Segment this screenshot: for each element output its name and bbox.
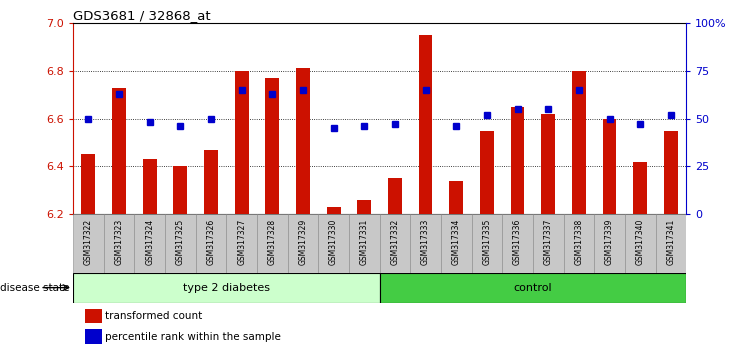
Bar [564, 214, 594, 273]
Text: GSM317332: GSM317332 [391, 219, 399, 265]
Bar [419, 35, 432, 214]
Bar [664, 131, 677, 214]
Bar [380, 214, 410, 273]
Text: GSM317331: GSM317331 [360, 219, 369, 265]
Bar [112, 87, 126, 214]
Text: GSM317323: GSM317323 [115, 219, 123, 265]
Bar [73, 273, 380, 303]
Text: GSM317322: GSM317322 [84, 219, 93, 265]
Text: type 2 diabetes: type 2 diabetes [182, 282, 270, 293]
Bar [480, 131, 493, 214]
Bar [634, 162, 647, 214]
Text: GSM317334: GSM317334 [452, 219, 461, 265]
Bar [318, 214, 349, 273]
Bar [380, 273, 686, 303]
Text: GSM317337: GSM317337 [544, 219, 553, 265]
Bar [542, 114, 555, 214]
Text: GSM317325: GSM317325 [176, 219, 185, 265]
Bar [594, 214, 625, 273]
Bar [502, 214, 533, 273]
Text: percentile rank within the sample: percentile rank within the sample [105, 332, 281, 342]
Bar [85, 329, 102, 344]
Bar [288, 214, 318, 273]
Bar [358, 200, 371, 214]
Bar [327, 207, 340, 214]
Text: GSM317340: GSM317340 [636, 219, 645, 265]
Bar [143, 159, 156, 214]
Bar [73, 214, 104, 273]
Bar [235, 71, 248, 214]
Bar [257, 214, 288, 273]
Text: GDS3681 / 32868_at: GDS3681 / 32868_at [73, 9, 211, 22]
Bar [511, 107, 524, 214]
Text: GSM317333: GSM317333 [421, 219, 430, 265]
Bar [226, 214, 257, 273]
Bar [603, 119, 616, 214]
Bar [388, 178, 402, 214]
Bar [204, 150, 218, 214]
Text: GSM317336: GSM317336 [513, 219, 522, 265]
Bar [572, 71, 585, 214]
Text: control: control [514, 282, 552, 293]
Text: GSM317326: GSM317326 [207, 219, 215, 265]
Bar [82, 154, 95, 214]
Text: transformed count: transformed count [105, 311, 202, 321]
Bar [85, 309, 102, 324]
Bar [196, 214, 226, 273]
Text: GSM317329: GSM317329 [299, 219, 307, 265]
Text: GSM317339: GSM317339 [605, 219, 614, 265]
Text: GSM317324: GSM317324 [145, 219, 154, 265]
Bar [349, 214, 380, 273]
Text: GSM317335: GSM317335 [483, 219, 491, 265]
Bar [296, 68, 310, 214]
Bar [410, 214, 441, 273]
Bar [174, 166, 187, 214]
Bar [134, 214, 165, 273]
Bar [165, 214, 196, 273]
Bar [472, 214, 502, 273]
Bar [441, 214, 472, 273]
Text: GSM317338: GSM317338 [575, 219, 583, 265]
Text: GSM317327: GSM317327 [237, 219, 246, 265]
Bar [625, 214, 656, 273]
Text: GSM317341: GSM317341 [666, 219, 675, 265]
Bar [533, 214, 564, 273]
Bar [656, 214, 686, 273]
Text: GSM317328: GSM317328 [268, 219, 277, 265]
Bar [266, 78, 279, 214]
Text: disease state: disease state [0, 282, 69, 293]
Bar [104, 214, 134, 273]
Text: GSM317330: GSM317330 [329, 219, 338, 265]
Bar [450, 181, 463, 214]
